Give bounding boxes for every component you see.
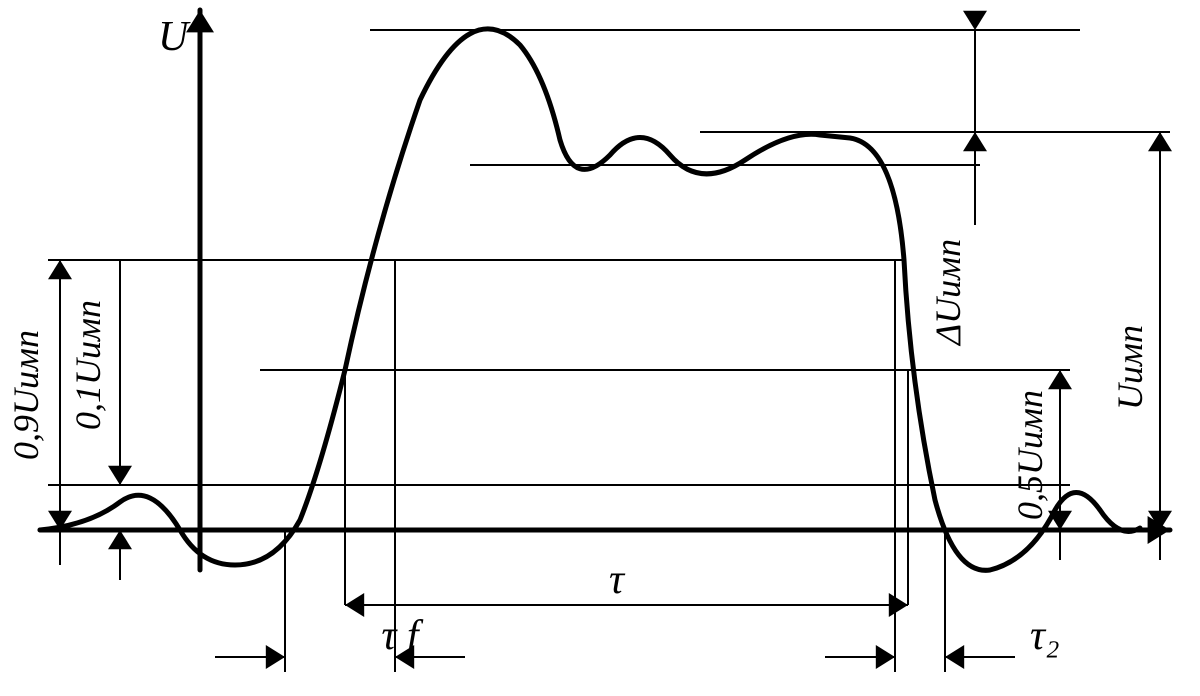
y-axis-arrow [186,10,214,32]
dimension-mark [345,593,364,617]
dimension-mark [108,466,132,485]
dimension-mark [266,645,285,669]
dimension-label: ΔUимп [928,239,968,347]
dimension-label: τ f [381,613,424,659]
axis-label-U: U [158,14,191,60]
dimension-mark [1048,370,1072,389]
dimension-mark [963,132,987,151]
dimension-mark [1148,132,1172,151]
dimension-label: Uимп [1110,325,1150,410]
dimension-mark [963,11,987,30]
dimension-label: τ [609,557,626,603]
dimension-mark [108,530,132,549]
dimension-label: τ₂ [1030,613,1060,659]
dimension-label: 0,9Uимп [6,330,46,460]
dimension-mark [876,645,895,669]
dimension-mark [48,260,72,279]
dimension-label: 0,5Uимп [1010,390,1050,520]
dimension-mark [945,645,964,669]
dimension-label: 0,1Uимп [68,300,108,430]
dimension-mark [889,593,908,617]
